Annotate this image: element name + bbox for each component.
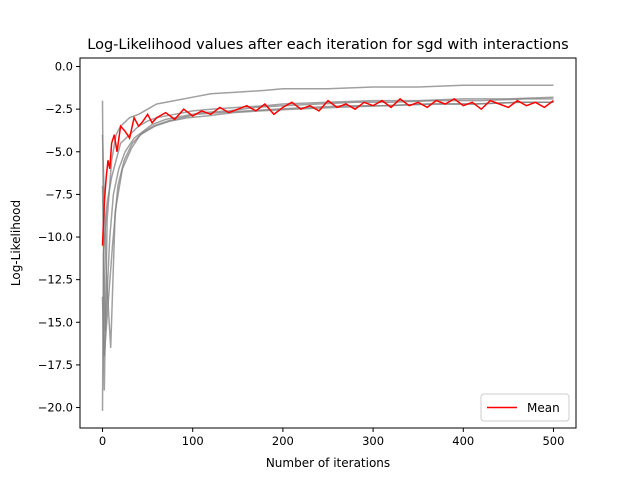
x-tick-label: 0 bbox=[99, 434, 106, 448]
y-tick-label: −5.0 bbox=[45, 145, 73, 159]
run-line-3 bbox=[101, 98, 554, 331]
x-tick-label: 400 bbox=[452, 434, 474, 448]
x-axis-ticks: 0 100 200 300 400 500 bbox=[99, 428, 564, 448]
y-tick-label: −20.0 bbox=[38, 401, 73, 415]
series-line-mean bbox=[101, 97, 554, 246]
y-tick-label: −15.0 bbox=[38, 315, 73, 329]
plot-frame bbox=[79, 57, 577, 429]
y-tick-label: −7.5 bbox=[45, 187, 73, 201]
y-axis-ticks: 0.0 −2.5 −5.0 −7.5 −10.0 −12.5 −15.0 −17.5 −20.0 bbox=[38, 60, 80, 415]
x-tick-label: 100 bbox=[182, 434, 204, 448]
y-tick-label: −2.5 bbox=[45, 102, 73, 116]
x-tick-label: 200 bbox=[272, 434, 294, 448]
run-line-1 bbox=[101, 84, 554, 391]
mean-layer bbox=[101, 97, 554, 246]
y-tick-label: −12.5 bbox=[38, 273, 73, 287]
legend-mean-label: Mean bbox=[527, 401, 560, 415]
chart-title: Log-Likelihood values after each iterati… bbox=[87, 37, 568, 53]
x-tick-label: 500 bbox=[542, 434, 564, 448]
y-tick-label: −17.5 bbox=[38, 358, 73, 372]
y-tick-label: 0.0 bbox=[55, 60, 73, 74]
y-axis-label: Log-Likelihood bbox=[9, 200, 23, 286]
legend-box bbox=[480, 393, 570, 422]
x-axis-label: Number of iterations bbox=[266, 456, 390, 470]
legend: Mean bbox=[480, 393, 570, 422]
y-tick-label: −10.0 bbox=[38, 230, 73, 244]
x-tick-label: 300 bbox=[362, 434, 384, 448]
run-line-2 bbox=[101, 96, 554, 411]
plot-area bbox=[101, 84, 554, 411]
